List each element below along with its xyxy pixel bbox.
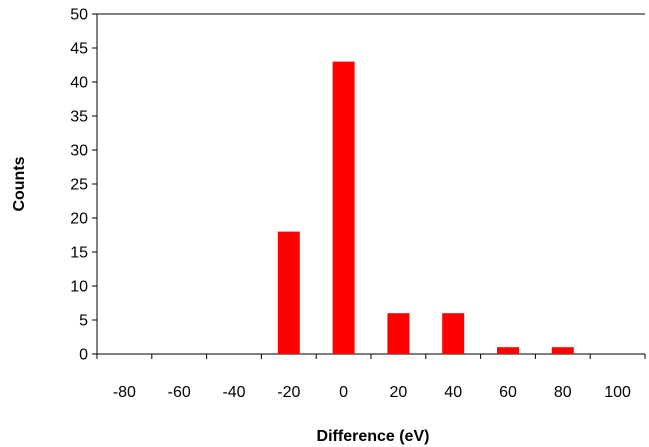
y-axis-title: Counts: [11, 156, 28, 211]
x-tick-label: 100: [604, 384, 631, 401]
bar: [277, 231, 300, 354]
y-tick-label: 30: [70, 143, 88, 160]
x-tick-label: 60: [499, 384, 517, 401]
bar: [497, 347, 519, 354]
x-tick-label: 20: [390, 384, 408, 401]
plot-frame: [96, 13, 645, 355]
y-tick-label: 15: [70, 245, 88, 262]
x-tick-label: 40: [444, 384, 462, 401]
x-tick-label: 0: [339, 384, 348, 401]
y-tick-label: 40: [70, 75, 88, 92]
y-tick-label: 25: [70, 177, 88, 194]
x-tick-label: -20: [277, 384, 300, 401]
bar-series: [277, 61, 574, 354]
x-tick-label: -80: [113, 384, 136, 401]
x-axis-title: Difference (eV): [317, 428, 430, 445]
y-tick-label: 5: [79, 313, 88, 330]
x-tick-label: -40: [222, 384, 245, 401]
x-tick-label: 80: [554, 384, 572, 401]
y-tick-label: 0: [79, 347, 88, 364]
y-tick-label: 50: [70, 7, 88, 24]
y-tick-label: 10: [70, 279, 88, 296]
x-tick-label: -60: [168, 384, 191, 401]
y-tick-label: 20: [70, 211, 88, 228]
bar: [551, 347, 574, 354]
bar: [332, 61, 355, 354]
y-axis-ticks: 0 5 10 15 20 25 30 35 40 45 50: [70, 7, 97, 364]
bar: [442, 313, 465, 354]
y-tick-label: 45: [70, 41, 88, 58]
bar: [387, 313, 410, 354]
y-tick-label: 35: [70, 109, 88, 126]
x-axis-ticks: -80 -60 -40 -20 0 20 40 60 80 100: [96, 354, 646, 401]
